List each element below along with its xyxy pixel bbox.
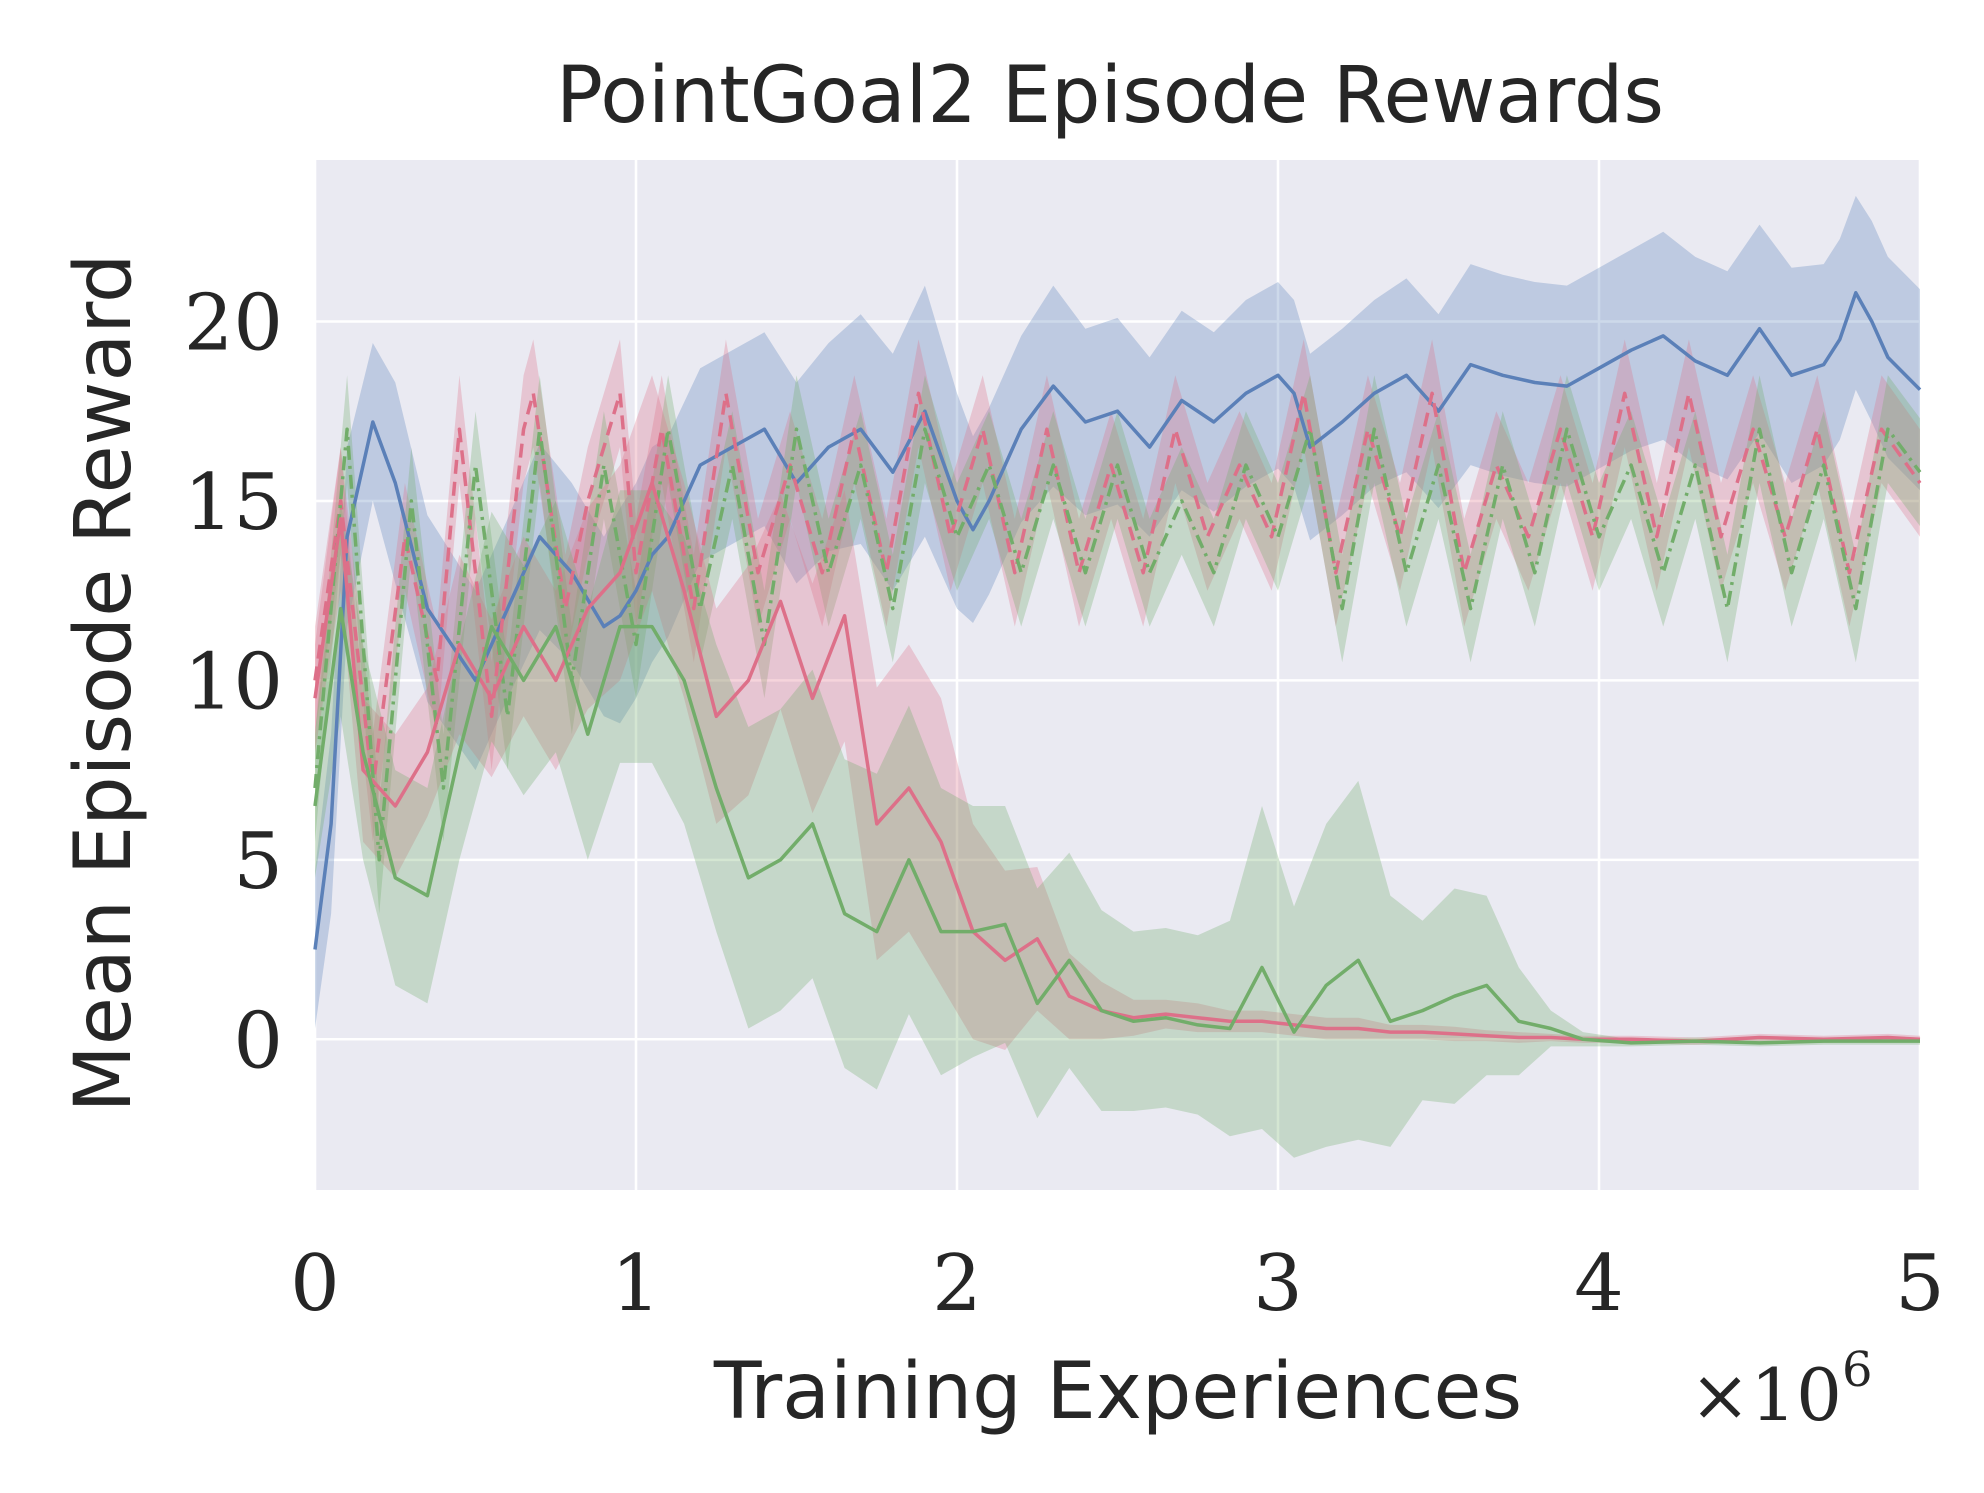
series-line-0 [313, 291, 1922, 950]
series-line-2 [313, 427, 1922, 862]
x-axis-label: Training Experiences [713, 1347, 1522, 1437]
x-multiplier-exponent: 6 [1842, 1342, 1873, 1398]
y-tick-label: 10 [184, 637, 283, 727]
series-band-4 [315, 490, 1920, 1158]
x-tick-label: 5 [1895, 1239, 1945, 1329]
y-tick-label: 5 [233, 817, 283, 907]
x-multiplier-base: ×10 [1690, 1353, 1842, 1437]
x-multiplier: ×106 [1690, 1342, 1873, 1437]
x-tick-label: 2 [932, 1239, 982, 1329]
grid-layer [313, 160, 1922, 1190]
y-tick-label: 0 [233, 996, 283, 1086]
series-band-2 [315, 375, 1920, 914]
y-tick-label: 15 [184, 458, 283, 548]
series-line-3 [313, 481, 1921, 1043]
x-tick-label: 3 [1253, 1239, 1303, 1329]
series-band-1 [315, 339, 1920, 842]
series-band-0 [315, 195, 1920, 1029]
y-tick-label: 20 [184, 278, 283, 368]
plot-background [315, 160, 1920, 1190]
chart-title: PointGoal2 Episode Rewards [556, 51, 1664, 141]
y-axis-label: Mean Episode Reward [59, 254, 149, 1113]
x-tick-label: 0 [290, 1239, 340, 1329]
series-layer [313, 195, 1922, 1158]
tick-layer: 0 1 2 3 4 5 0 5 10 15 20 [184, 278, 1945, 1329]
x-tick-label: 1 [611, 1239, 661, 1329]
series-line-4 [313, 606, 1920, 1045]
x-tick-label: 4 [1574, 1239, 1624, 1329]
